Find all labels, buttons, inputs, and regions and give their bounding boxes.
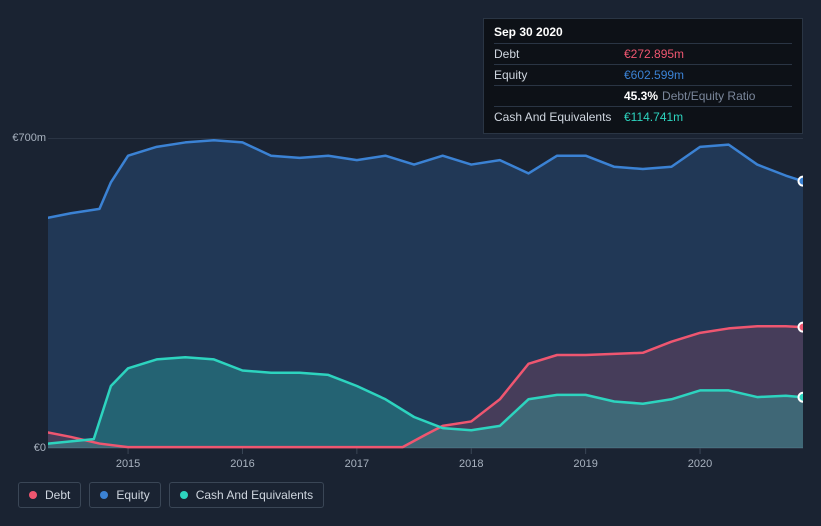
- legend-item-equity[interactable]: Equity: [89, 482, 160, 508]
- y-axis-label: €0: [34, 442, 46, 454]
- tooltip-label: Cash And Equivalents: [494, 110, 624, 124]
- tooltip-label: Debt: [494, 47, 624, 61]
- chart-tooltip: Sep 30 2020 Debt €272.895m Equity €602.5…: [483, 18, 803, 134]
- legend-label: Debt: [45, 488, 70, 502]
- tooltip-value: €602.599m: [624, 68, 684, 82]
- legend-item-cash[interactable]: Cash And Equivalents: [169, 482, 324, 508]
- tooltip-value: €114.741m: [624, 110, 683, 124]
- x-axis-label: 2015: [116, 458, 140, 470]
- tooltip-ratio-pct: 45.3%: [624, 89, 658, 103]
- legend-dot: [100, 491, 108, 499]
- tooltip-date: Sep 30 2020: [494, 25, 792, 43]
- tooltip-row-ratio: 45.3% Debt/Equity Ratio: [494, 85, 792, 106]
- tooltip-label: [494, 89, 624, 103]
- x-axis-label: 2016: [230, 458, 254, 470]
- y-axis-label: €700m: [12, 132, 46, 144]
- tooltip-ratio-label: Debt/Equity Ratio: [662, 89, 755, 103]
- tooltip-label: Equity: [494, 68, 624, 82]
- legend-label: Cash And Equivalents: [196, 488, 313, 502]
- chart-svg: [48, 138, 803, 478]
- legend-dot: [29, 491, 37, 499]
- legend-label: Equity: [116, 488, 149, 502]
- x-axis-label: 2018: [459, 458, 483, 470]
- chart-container: Sep 30 2020 Debt €272.895m Equity €602.5…: [18, 18, 803, 508]
- legend-item-debt[interactable]: Debt: [18, 482, 81, 508]
- tooltip-row-debt: Debt €272.895m: [494, 43, 792, 64]
- x-axis-label: 2019: [573, 458, 597, 470]
- legend-dot: [180, 491, 188, 499]
- plot-area[interactable]: €0€700m201520162017201820192020: [48, 138, 803, 448]
- legend: Debt Equity Cash And Equivalents: [18, 482, 324, 508]
- x-axis-label: 2017: [345, 458, 369, 470]
- tooltip-row-cash: Cash And Equivalents €114.741m: [494, 106, 792, 127]
- x-axis-label: 2020: [688, 458, 712, 470]
- tooltip-row-equity: Equity €602.599m: [494, 64, 792, 85]
- tooltip-value: €272.895m: [624, 47, 684, 61]
